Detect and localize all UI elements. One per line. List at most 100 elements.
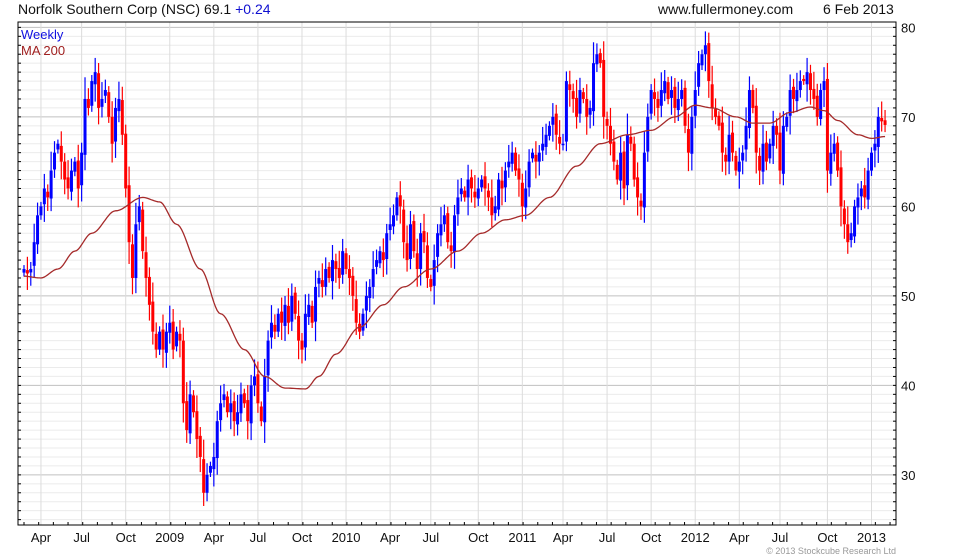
candle-down [483,176,487,189]
candle-up [849,233,853,241]
candle-down [839,167,843,207]
candle-up [212,456,216,470]
candle-up [168,322,172,333]
site-link[interactable]: www.fullermoney.com [658,1,794,17]
candle-up [341,251,345,275]
candle-up [876,116,880,147]
candle-up [442,215,446,225]
candle-down [446,213,450,243]
candle-up [781,125,785,174]
candle-up [832,143,836,154]
candle-up [680,90,684,99]
candle-up [324,269,328,287]
candle-down [429,279,433,287]
candle-up [798,81,802,91]
candle-down [585,98,589,117]
candle-down [463,190,467,198]
candle-up [547,125,551,136]
candle-down [124,133,128,189]
candle-up [676,98,680,111]
candle-up [283,304,287,326]
y-tick-label: 80 [901,20,915,35]
candle-down [883,120,887,125]
candle-down [198,435,202,457]
candle-down [425,245,429,278]
candle-up [114,107,118,142]
x-tick-label: Apr [204,530,225,545]
candle-up [368,286,372,299]
candle-up [873,143,877,151]
candle-down [734,155,738,171]
candle-down [259,406,263,422]
x-tick-label: Apr [380,530,401,545]
candle-down [605,119,609,126]
candle-up [737,161,741,172]
candle-up [646,116,650,152]
candle-down [97,73,101,108]
candle-up [419,233,423,270]
x-tick-label: 2011 [508,530,536,545]
x-tick-label: Jul [73,530,90,545]
candle-up [693,90,697,116]
candle-down [76,160,80,189]
candle-up [263,376,267,423]
candle-up [188,394,192,434]
candle-up [588,107,592,115]
price-change: +0.24 [235,1,271,17]
candle-up [524,188,528,208]
x-tick-label: Apr [31,530,52,545]
title-text: Norfolk Southern Corp (NSC) 69.1 [18,1,232,17]
candle-up [619,152,623,181]
candle-down [778,132,782,171]
candle-up [408,224,412,260]
candle-down [127,185,131,243]
chart-title: Norfolk Southern Corp (NSC) 69.1 +0.24 [18,0,271,18]
candle-down [581,92,585,99]
candle-up [175,331,179,347]
candle-down [334,261,338,270]
candle-up [117,98,121,112]
candle-down [415,253,419,270]
candle-up [137,206,141,223]
candle-down [710,84,714,108]
candle-up [853,206,857,237]
candle-up [330,260,334,282]
candle-up [761,143,765,172]
candle-up [388,224,392,231]
y-tick-label: 70 [901,110,915,125]
x-tick-label: Jul [599,530,616,545]
candle-down [575,97,579,117]
candle-up [69,170,73,192]
candle-up [649,90,653,114]
y-tick-label: 40 [901,378,915,393]
candle-down [558,136,562,144]
candle-up [819,90,823,120]
candle-up [669,90,673,98]
candle-down [192,395,195,413]
candle-up [537,152,541,162]
candle-down [554,113,558,135]
candle-down [86,98,90,108]
candle-down [66,177,70,189]
candle-up [56,143,60,150]
candle-down [517,168,521,180]
candle-down [242,393,246,404]
candle-up [625,134,629,186]
candle-down [195,411,199,440]
candle-down [863,185,867,198]
candle-down [110,116,114,144]
candle-up [595,54,599,65]
candle-down [154,333,158,350]
candle-up [829,152,833,174]
candle-up [73,161,77,172]
candle-down [347,269,351,278]
candle-up [385,233,389,260]
candle-down [636,177,640,198]
candle-down [256,374,260,404]
candle-down [225,396,229,413]
candle-up [727,134,731,162]
candle-down [571,91,575,99]
candle-up [236,412,240,425]
candle-down [327,266,331,278]
candle-up [578,90,582,114]
